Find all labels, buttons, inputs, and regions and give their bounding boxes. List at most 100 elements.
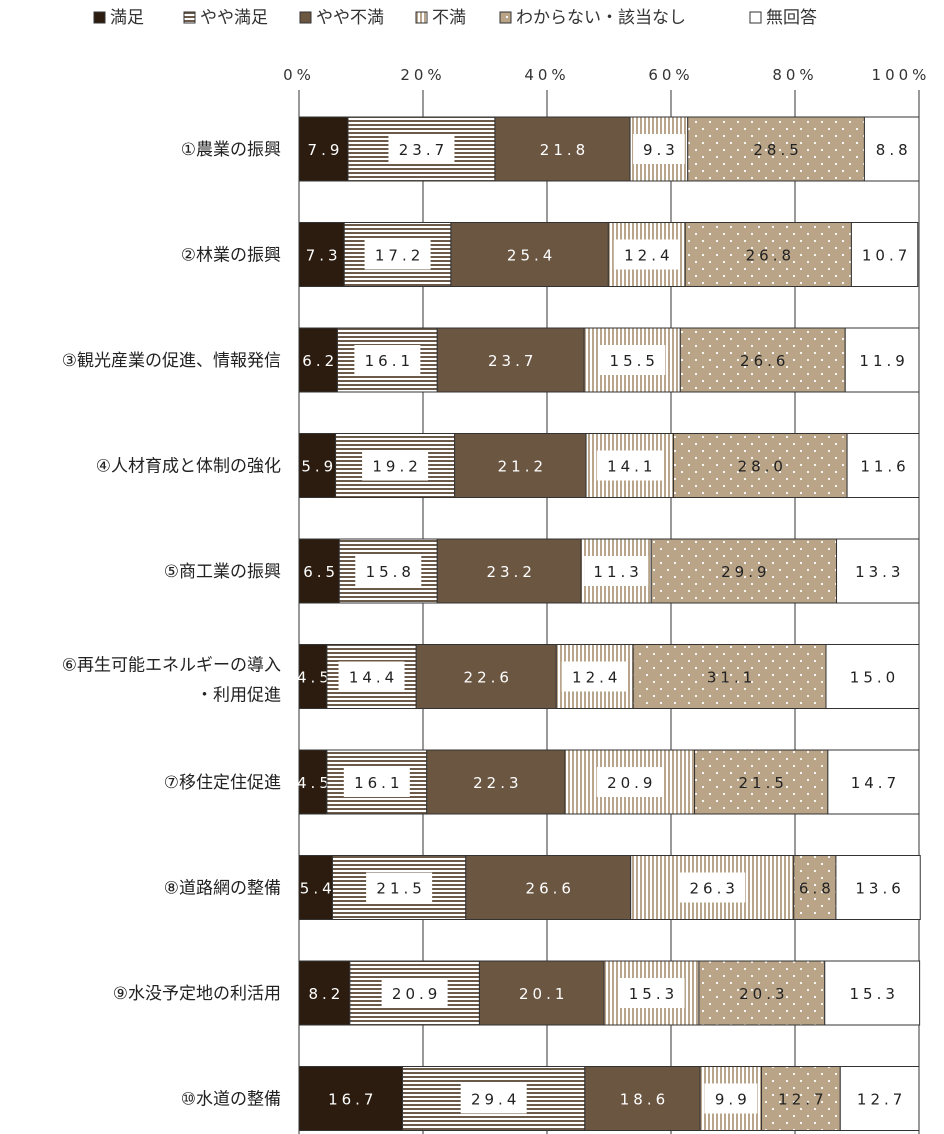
data-label-box [362, 450, 429, 481]
data-label-satisfied: 16.7 [328, 1091, 377, 1109]
bar-segment-unknown [687, 116, 865, 182]
bar-segment-somewhat-dissatisfied [426, 749, 566, 815]
data-label-box [704, 1083, 758, 1114]
data-label-box [366, 872, 433, 903]
bar-segment-satisfied [298, 222, 345, 287]
x-tick-label: 100% [872, 66, 931, 84]
data-label-somewhat-dissatisfied: 25.4 [507, 247, 556, 265]
data-label-no-answer: 13.6 [855, 880, 904, 898]
data-label-box [354, 345, 421, 375]
category-label: ②林業の振興 [181, 246, 281, 266]
data-label-somewhat-dissatisfied: 21.8 [540, 141, 589, 159]
category-label: ④人材育成と体制の強化 [96, 457, 281, 477]
data-label-dissatisfied: 15.5 [610, 352, 659, 370]
category-label: ⑧道路網の整備 [164, 879, 281, 899]
bar-segment-no-answer [850, 222, 919, 287]
data-label-unknown: 12.7 [778, 1091, 827, 1109]
bar-segment-satisfied [298, 855, 333, 920]
bar-segment-unknown [684, 222, 852, 287]
data-label-dissatisfied: 26.3 [690, 880, 739, 898]
data-label-dissatisfied: 12.4 [624, 247, 673, 265]
x-tick-label: 20% [400, 66, 445, 84]
data-label-box [584, 556, 649, 586]
legend-label-satisfied: 満足 [110, 8, 144, 28]
data-label-satisfied: 6.2 [302, 352, 338, 370]
bar-segment-satisfied [298, 749, 328, 815]
bar-segment-no-answer [835, 855, 921, 920]
legend-label-no-answer: 無回答 [766, 8, 817, 28]
data-label-box [381, 978, 448, 1008]
data-label-somewhat-satisfied: 23.7 [399, 141, 448, 159]
data-label-somewhat-dissatisfied: 22.3 [473, 774, 522, 792]
bar-segment-unknown [672, 433, 848, 498]
data-label-somewhat-satisfied: 19.2 [372, 458, 421, 476]
legend: 満足 やや満足 やや不満 不満 わからない・該当なし 無回答 [93, 8, 817, 28]
data-label-box [599, 345, 666, 375]
x-axis-ticks: 0% 20% 40% 60% 80% 100% [283, 66, 931, 84]
bar-segment-unknown [761, 1066, 841, 1131]
bar-segment-no-answer [846, 433, 920, 498]
data-label-satisfied: 4.5 [297, 774, 333, 792]
bar-segment-unknown [793, 855, 837, 920]
data-label-satisfied: 8.2 [308, 985, 344, 1003]
bar-segment-no-answer [827, 749, 920, 815]
bar-segment-no-answer [824, 960, 921, 1026]
data-label-no-answer: 10.7 [862, 247, 911, 265]
bar-segment-no-answer [836, 538, 920, 604]
data-label-somewhat-dissatisfied: 23.7 [488, 352, 537, 370]
bar-segment-no-answer [839, 1066, 920, 1131]
legend-swatch-unknown [499, 11, 512, 24]
data-label-somewhat-satisfied: 17.2 [375, 247, 424, 265]
data-label-dissatisfied: 9.3 [643, 141, 679, 159]
data-label-somewhat-dissatisfied: 22.6 [464, 669, 513, 687]
bar-segment-satisfied [298, 433, 337, 498]
data-label-no-answer: 15.0 [850, 669, 899, 687]
bar-segment-satisfied [298, 538, 340, 604]
bar-segment-unknown [650, 538, 838, 604]
bar-segment-satisfied [298, 116, 349, 182]
data-label-somewhat-satisfied: 21.5 [376, 880, 425, 898]
legend-swatch-dissatisfied [415, 11, 428, 24]
category-label: ⑦移住定住促進 [164, 773, 281, 793]
data-label-box [618, 978, 685, 1008]
bar-segment-somewhat-dissatisfied [494, 116, 631, 182]
data-label-box [364, 239, 431, 270]
bar-segment-satisfied [298, 327, 338, 393]
data-label-no-answer: 15.3 [849, 985, 898, 1003]
category-labels: ①農業の振興 ②林業の振興 ③観光産業の促進、情報発信 ④人材育成と体制の強化 ⑤商工業… [62, 140, 281, 1110]
bar-segment-somewhat-dissatisfied [450, 222, 609, 287]
data-label-box [355, 556, 422, 586]
legend-label-somewhat-satisfied: やや満足 [200, 8, 268, 28]
data-label-dissatisfied: 11.3 [593, 563, 642, 581]
bar-segment-satisfied [298, 960, 351, 1026]
legend-swatch-satisfied [93, 11, 106, 24]
bar-segment-somewhat-dissatisfied [436, 327, 585, 393]
legend-swatch-somewhat-dissatisfied [299, 11, 312, 24]
legend-label-unknown: わからない・該当なし [516, 8, 686, 28]
data-label-box [596, 767, 663, 797]
x-tick-label: 0% [283, 66, 315, 84]
legend-label-dissatisfied: 不満 [432, 8, 466, 28]
data-label-somewhat-satisfied: 16.1 [354, 774, 403, 792]
bar-segment-no-answer [825, 644, 920, 709]
bar-segment-unknown [698, 960, 826, 1026]
data-label-no-answer: 11.6 [860, 458, 909, 476]
bar-segment-satisfied [298, 644, 328, 709]
bar-segment-unknown [632, 644, 827, 709]
data-label-dissatisfied: 12.4 [572, 669, 621, 687]
x-tick-label: 80% [772, 66, 817, 84]
data-label-unknown: 20.3 [739, 985, 788, 1003]
bar-segment-somewhat-dissatisfied [584, 1066, 701, 1131]
category-label: ⑩水道の整備 [181, 1090, 281, 1110]
bar-segment-no-answer [863, 116, 920, 182]
data-label-dissatisfied: 15.3 [629, 985, 678, 1003]
data-label-somewhat-dissatisfied: 20.1 [519, 985, 568, 1003]
category-label: ⑨水没予定地の利活用 [113, 984, 281, 1004]
data-label-no-answer: 8.8 [876, 141, 912, 159]
data-label-dissatisfied: 14.1 [607, 458, 656, 476]
bar-segment-somewhat-dissatisfied [436, 538, 582, 604]
bar-segment-satisfied [298, 1066, 404, 1131]
data-label-box [633, 134, 685, 164]
bar-segment-somewhat-dissatisfied [454, 433, 587, 498]
